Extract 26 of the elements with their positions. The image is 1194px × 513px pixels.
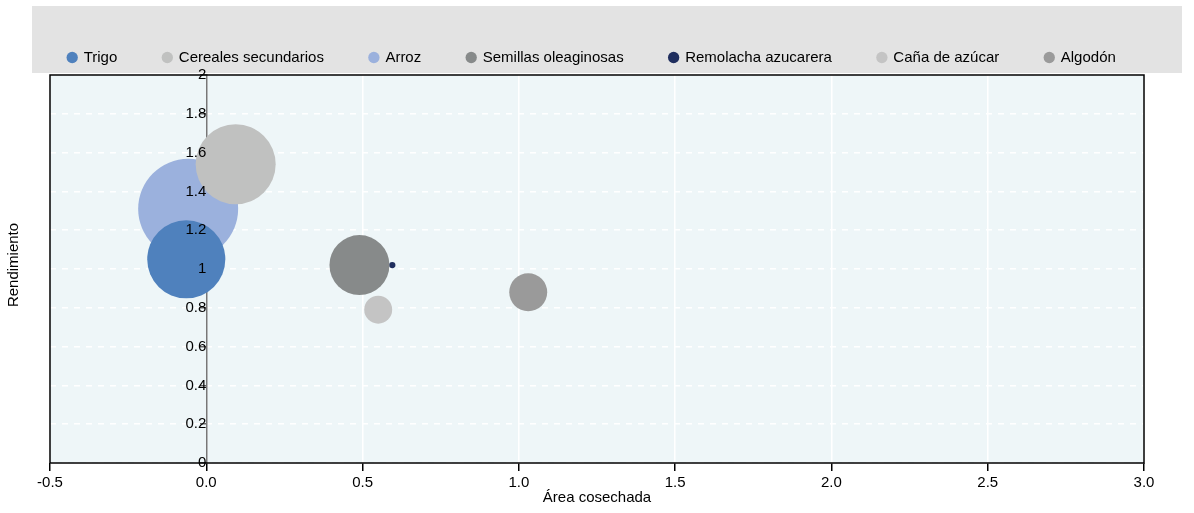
y-tick-label: 0.2	[185, 414, 207, 432]
x-tick-label: -0.5	[37, 473, 63, 491]
legend-label: Algodón	[1060, 47, 1116, 65]
legend-label: Arroz	[385, 47, 422, 65]
x-tick-label: 3.0	[1133, 473, 1155, 491]
y-tick-label: 1.2	[185, 220, 207, 238]
y-tick-label: 0.8	[185, 297, 207, 315]
legend-label: Cereales secundarios	[178, 47, 324, 65]
x-axis-title: Área cosechada	[542, 488, 652, 506]
y-axis-title: Rendimiento	[4, 222, 22, 308]
x-tick-label: 2.0	[821, 473, 842, 491]
x-tick-label: 2.5	[977, 473, 999, 491]
legend-label: Trigo	[83, 47, 118, 65]
x-tick-label: 1.0	[508, 473, 530, 491]
y-tick-label: 1.4	[185, 181, 207, 199]
legend-label: Remolacha azucarera	[685, 47, 833, 65]
y-tick-label: 0.4	[185, 375, 207, 393]
legend-label: Semillas oleaginosas	[482, 47, 624, 65]
y-tick-label: 1	[197, 259, 207, 277]
x-tick-label: 0.0	[195, 473, 217, 491]
y-tick-label: 1.8	[185, 103, 207, 121]
y-tick-label: 1.6	[185, 142, 207, 160]
legend-label: Caña de azúcar	[893, 47, 1000, 65]
x-tick-label: 1.5	[664, 473, 686, 491]
y-tick-label: 0.6	[185, 336, 207, 354]
x-tick-label: 0.5	[352, 473, 373, 491]
